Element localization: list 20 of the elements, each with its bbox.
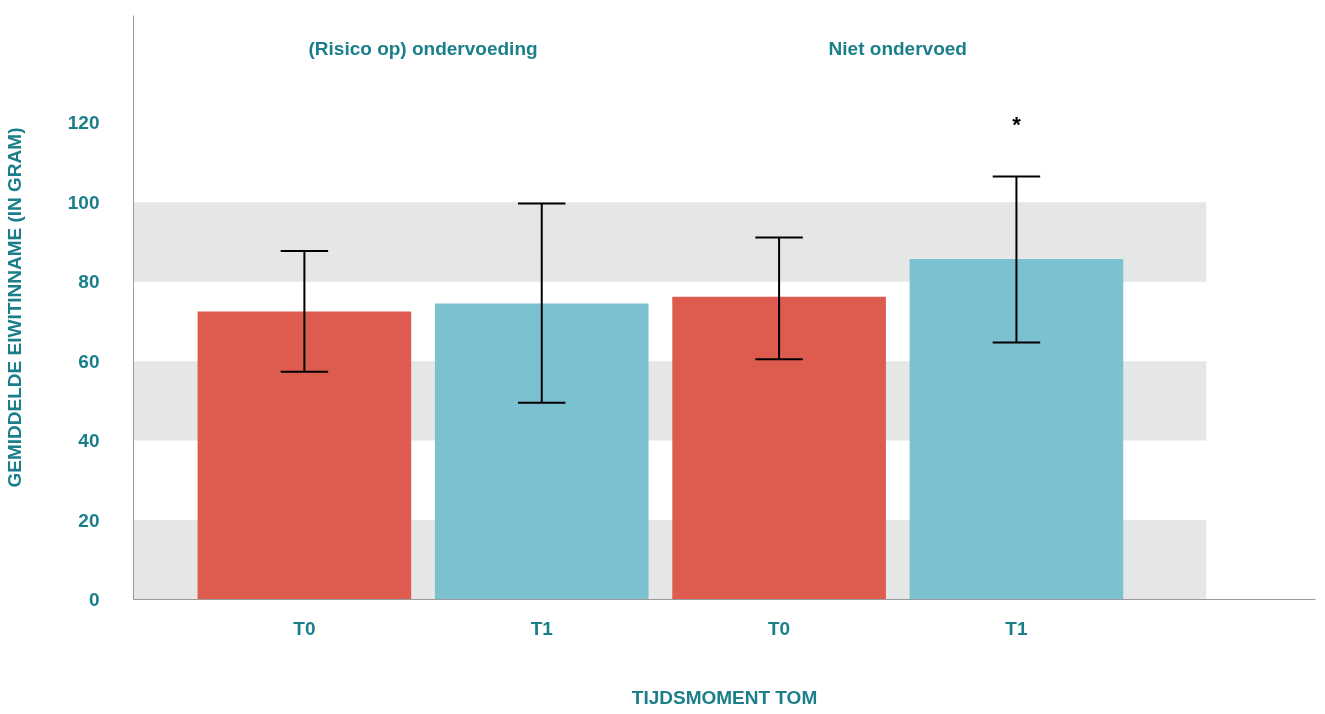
y-tick-label: 40 xyxy=(78,430,100,452)
x-tick-label: T0 xyxy=(293,617,316,639)
annotation: Niet ondervoed xyxy=(828,38,967,60)
x-tick-label: T1 xyxy=(530,617,554,639)
y-tick-label: 80 xyxy=(78,271,100,293)
annotation: (Risico op) ondervoeding xyxy=(308,38,538,60)
x-tick-label: T0 xyxy=(768,617,791,639)
annotation: * xyxy=(1012,111,1022,137)
bar xyxy=(909,259,1124,600)
y-tick-label: 20 xyxy=(78,509,100,531)
x-tick-label: T1 xyxy=(1005,617,1028,639)
bar xyxy=(672,296,886,600)
bar xyxy=(434,303,649,600)
y-tick-label: 120 xyxy=(67,112,100,134)
x-axis-title: TIJDSMOMENT TOM xyxy=(631,686,818,708)
y-tick-label: 100 xyxy=(67,191,100,213)
y-tick-label: 60 xyxy=(78,350,100,372)
y-tick-label: 0 xyxy=(88,589,100,610)
y-axis-title: GEMIDDELDE EIWITINNAME (IN GRAM) xyxy=(3,127,25,488)
bar xyxy=(197,311,412,600)
